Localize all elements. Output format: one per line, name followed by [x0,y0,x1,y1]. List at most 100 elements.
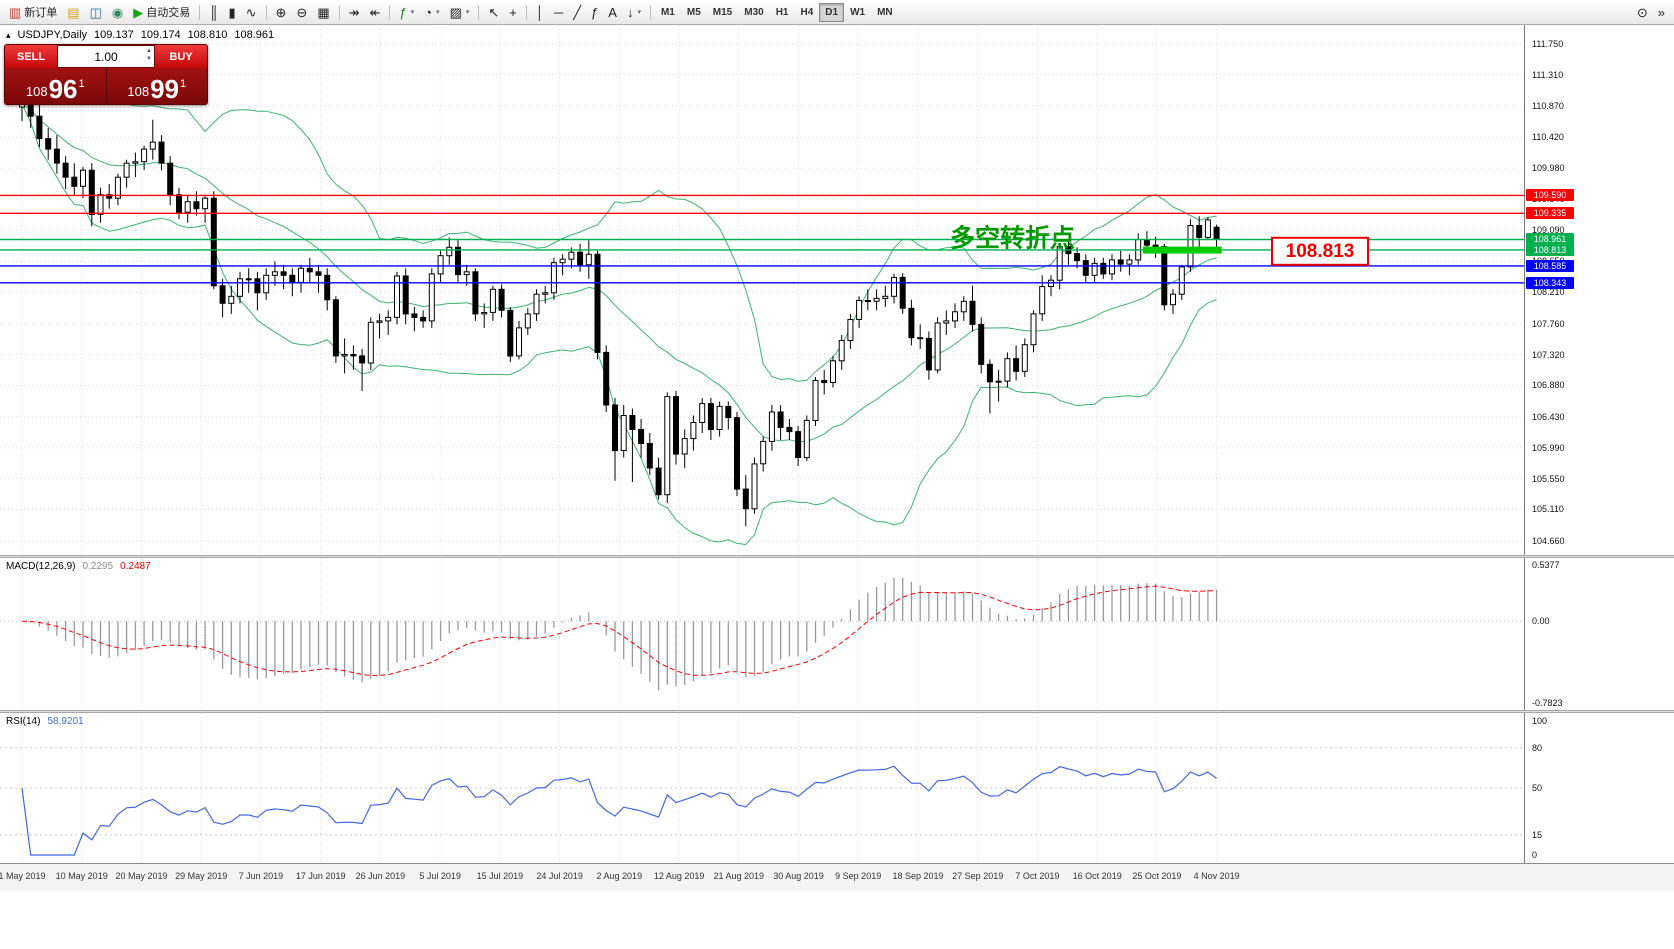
timeframe-m30-button[interactable]: M30 [744,6,764,18]
candle-body [960,300,967,313]
chart-shift-button[interactable]: ↞ [365,2,386,23]
arrows-button-dropdown-icon[interactable]: ▾ [637,9,641,16]
buy-price[interactable]: 108 99 1 [107,68,208,104]
tile-windows-icon: ▦ [317,4,330,20]
templates-icon: ▨ [449,4,462,20]
timeframe-h4-button[interactable]: H4 [800,6,814,18]
candle-body [1178,266,1185,295]
time-axis[interactable]: 1 May 2019 10 May 2019 20 May 2019 29 May 2… [0,863,1674,891]
timeframe-m15-button[interactable]: M15 [712,6,733,18]
fibonacci-button[interactable]: ƒ [586,2,603,23]
candle-body [62,162,69,178]
autotrading-button[interactable]: ▶ 自动交易 [128,2,195,23]
toolbar-overflow-button[interactable]: » [1653,2,1670,23]
macd-canvas[interactable] [0,558,1524,710]
buy-button[interactable]: BUY [155,45,207,68]
volume-value[interactable]: 1.00 [94,49,118,64]
volume-down-icon[interactable]: ▼ [146,55,152,62]
candle-body [952,311,958,322]
timeframe-h1-button[interactable]: H1 [775,6,789,18]
bollinger-upper-band [21,89,1217,382]
tile-windows-button[interactable]: ▦ [312,2,334,23]
zoom-in-button[interactable]: ⊕ [271,2,292,23]
chart-annotation[interactable]: 多空转折点 [950,224,1075,253]
text-button[interactable]: A [603,2,622,23]
crosshair-button[interactable]: + [504,2,522,23]
timeframe-d1-button[interactable]: D1 [819,2,845,22]
periods-button[interactable]: ◔ ▾ [419,2,444,23]
candle-body [472,271,479,315]
chart-symbol-header: ▴ USDJPY,Daily 109.137 109.174 108.810 1… [6,29,274,41]
line-chart-button[interactable]: ∿ [241,2,262,23]
candle-body [132,161,139,164]
candlestick-chart-icon: ▮ [228,4,236,20]
periods-button-dropdown-icon[interactable]: ▾ [436,9,440,16]
price-axis-label: 105.550 [1532,473,1565,484]
time-axis-label: 20 May 2019 [115,871,168,881]
price-axis-label: 108.210 [1532,287,1565,298]
candle-body [193,201,200,210]
price-level-tag: 109.335 [1526,207,1574,220]
candle-body [149,141,156,150]
new-order-button[interactable]: ▥ 新订单 [4,2,62,23]
vertical-line-button[interactable]: │ [531,2,549,23]
candlestick-chart-button[interactable]: ▮ [223,2,240,23]
time-axis-label: 25 Oct 2019 [1132,871,1182,881]
trend-highlight-segment[interactable] [1142,246,1222,254]
toolbar-separator [338,4,340,20]
search-button[interactable]: ⊙ [1632,2,1653,23]
candle-body [646,443,653,469]
candle-body [533,293,540,315]
panel-splitter[interactable] [0,710,1674,713]
candle-body [612,404,618,452]
arrows-button[interactable]: ↓ ▾ [622,2,646,23]
sell-price-frac: 1 [78,78,85,90]
zoom-out-button[interactable]: ⊖ [291,2,312,23]
sell-button[interactable]: SELL [5,45,57,68]
candle-body [1170,293,1176,306]
horizontal-line-button[interactable]: ─ [549,2,568,23]
timeframe-m1-button[interactable]: M1 [660,6,675,18]
candle-body [917,337,924,340]
price-axis-label: 106.430 [1532,411,1565,422]
timeframe-m5-button[interactable]: M5 [686,6,701,18]
trendline-button[interactable]: ╱ [568,2,586,23]
price-callout-text: 108.813 [1286,241,1355,262]
profiles-button[interactable]: ▤ [62,2,84,23]
volume-input[interactable]: 1.00 ▲ ▼ [57,45,155,68]
volume-stepper[interactable]: ▲ ▼ [146,48,152,64]
candle-body [1021,344,1028,372]
candle-body [298,267,304,283]
panel-splitter[interactable] [0,555,1674,558]
volume-up-icon[interactable]: ▲ [146,48,152,54]
price-axis-label: 106.880 [1532,380,1565,391]
auto-scroll-button[interactable]: ↠ [344,2,365,23]
bar-chart-button[interactable]: ║ [204,2,223,23]
charts-window-button[interactable]: ◫ [85,2,107,23]
community-button[interactable]: ◉ [107,2,128,23]
collapse-trade-panel-icon[interactable]: ▴ [6,29,11,40]
price-chart-panel: 多空转折点 108.813 [0,25,1524,555]
templates-button[interactable]: ▨ ▾ [445,2,475,23]
rsi-canvas[interactable] [0,713,1524,863]
time-axis-label: 12 Aug 2019 [653,871,705,881]
indicators-button[interactable]: ƒ ▾ [394,2,419,23]
candle-body [786,426,793,433]
templates-button-dropdown-icon[interactable]: ▾ [465,9,470,16]
ohlc-close: 108.961 [234,29,275,41]
auto-scroll-icon: ↠ [348,4,360,20]
price-chart-canvas[interactable]: 多空转折点 108.813 [0,25,1524,555]
cursor-button[interactable]: ↖ [483,2,504,23]
timeframe-w1-button[interactable]: W1 [850,6,866,18]
candle-body [245,278,252,281]
periods-icon: ◔ [424,4,433,20]
timeframe-mn-button[interactable]: MN [877,6,893,18]
price-axis[interactable]: 111.750 111.310 110.870 110.420 109.980 109.5… [1524,25,1674,863]
indicators-button-dropdown-icon[interactable]: ▾ [410,9,415,16]
candle-body [394,275,400,318]
time-axis-label: 26 Jun 2019 [355,871,406,881]
candle-body [1126,259,1133,265]
candle-body [88,169,95,215]
price-callout-box[interactable] [1271,236,1369,266]
sell-price[interactable]: 108 96 1 [5,68,106,104]
